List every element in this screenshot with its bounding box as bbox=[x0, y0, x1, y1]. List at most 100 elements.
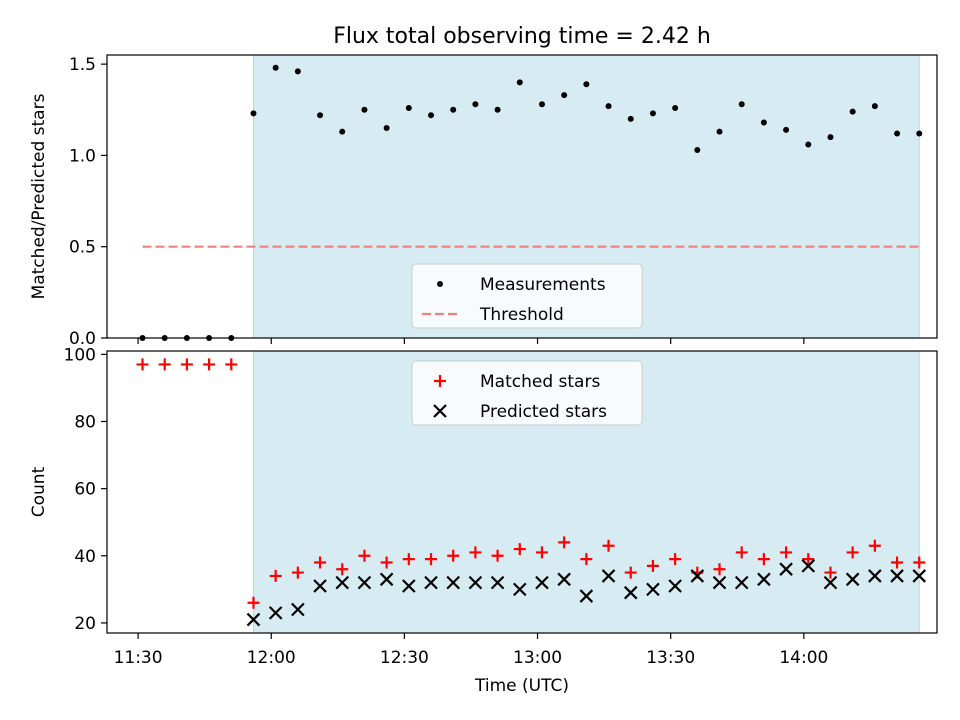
matched-stars-point bbox=[247, 596, 260, 609]
measurement-point bbox=[805, 141, 812, 148]
matched-stars-point bbox=[180, 358, 193, 371]
predicted-stars-point bbox=[490, 575, 505, 590]
ratio-panel: 0.0 0.5 1.0 1.5 Matched/Predicted stars Measu… bbox=[29, 54, 938, 349]
legend-box bbox=[411, 263, 643, 329]
x-tick-label: 11:30 bbox=[114, 648, 163, 668]
predicted-stars-point bbox=[646, 582, 660, 597]
x-tick-label: 12:30 bbox=[380, 648, 429, 668]
matched-stars-point bbox=[602, 539, 615, 552]
measurement-point bbox=[472, 101, 479, 108]
measurement-point bbox=[738, 101, 745, 108]
measurement-point bbox=[716, 128, 723, 135]
predicted-stars-point bbox=[601, 569, 616, 583]
matched-stars-point bbox=[646, 559, 659, 572]
measurement-point bbox=[294, 68, 301, 75]
legend: Measurements Threshold bbox=[411, 263, 643, 329]
axes-frame bbox=[106, 350, 938, 634]
matched-stars-point bbox=[846, 546, 859, 559]
matched-stars-point bbox=[291, 566, 304, 579]
matched-stars-point bbox=[158, 358, 171, 371]
legend-label: Predicted stars bbox=[480, 402, 607, 422]
x-axis-title: Time (UTC) bbox=[474, 676, 569, 696]
y-tick-label: 1.5 bbox=[69, 55, 96, 75]
measurement-point bbox=[583, 81, 590, 88]
predicted-stars-point bbox=[668, 579, 682, 593]
predicted-stars-point bbox=[912, 569, 927, 583]
matched-stars-point bbox=[358, 549, 371, 562]
x-tick-label: 13:00 bbox=[513, 648, 562, 668]
predicted-stars-point bbox=[402, 579, 416, 593]
predicted-stars-point bbox=[801, 559, 816, 573]
matched-stars-point bbox=[535, 546, 548, 559]
measurement-point bbox=[783, 126, 790, 133]
y-tick-label: 0.0 bbox=[69, 329, 96, 349]
measurement-point bbox=[494, 106, 501, 113]
y-tick-label: 40 bbox=[74, 547, 96, 567]
matched-stars-point bbox=[824, 566, 837, 579]
predicted-stars-point bbox=[712, 575, 727, 590]
legend-measurement-marker bbox=[437, 281, 443, 287]
measurement-point bbox=[760, 119, 767, 126]
x-tick-label: 14:00 bbox=[779, 648, 828, 668]
legend-matched-marker bbox=[434, 375, 446, 387]
legend-predicted-marker bbox=[433, 404, 447, 418]
measurement-point bbox=[361, 106, 368, 113]
axes-frame bbox=[106, 54, 938, 339]
chart-title: Flux total observing time = 2.42 h bbox=[333, 24, 711, 49]
matched-stars-point bbox=[624, 566, 637, 579]
matched-stars-point bbox=[735, 546, 748, 559]
legend-label: Threshold bbox=[479, 305, 564, 325]
measurement-point bbox=[916, 130, 923, 137]
legend-label: Measurements bbox=[480, 275, 606, 295]
predicted-stars-point bbox=[424, 575, 438, 590]
legend: Matched stars Predicted stars bbox=[411, 360, 643, 426]
matched-stars-point bbox=[580, 553, 593, 566]
measurement-point bbox=[672, 104, 679, 111]
legend-box bbox=[411, 360, 643, 426]
matched-stars-point bbox=[491, 549, 504, 562]
measurement-point bbox=[649, 110, 656, 117]
measurement-point bbox=[339, 128, 346, 135]
predicted-stars-point bbox=[535, 575, 549, 590]
matched-stars-point bbox=[314, 556, 327, 569]
measurement-point bbox=[871, 103, 878, 110]
y-tick-label: 80 bbox=[74, 413, 96, 433]
predicted-stars-point bbox=[268, 606, 283, 620]
measurement-point bbox=[450, 106, 457, 113]
predicted-stars-point bbox=[513, 582, 527, 597]
y-tick-label: 0.5 bbox=[69, 238, 96, 258]
y-axis-title: Count bbox=[29, 466, 49, 517]
matched-stars-point bbox=[913, 556, 926, 569]
measurement-point bbox=[605, 103, 612, 110]
matched-stars-point bbox=[669, 553, 682, 566]
predicted-stars-point bbox=[579, 589, 594, 603]
measurement-point bbox=[894, 130, 901, 137]
matched-stars-point bbox=[713, 563, 726, 576]
matched-stars-point bbox=[136, 358, 149, 371]
matched-stars-point bbox=[780, 546, 793, 559]
measurement-point bbox=[849, 108, 856, 115]
matched-stars-point bbox=[269, 569, 282, 582]
predicted-stars-point bbox=[779, 562, 793, 576]
measurement-point bbox=[405, 104, 412, 111]
matched-stars-point bbox=[402, 553, 415, 566]
predicted-stars-point bbox=[557, 572, 571, 587]
measurement-point bbox=[272, 64, 279, 71]
predicted-stars-point bbox=[757, 572, 771, 587]
matched-stars-point bbox=[225, 358, 238, 371]
predicted-stars-point bbox=[468, 575, 483, 590]
matched-stars-point bbox=[203, 358, 216, 371]
measurement-point bbox=[250, 110, 257, 117]
matched-stars-point bbox=[757, 553, 770, 566]
predicted-stars-point bbox=[734, 575, 749, 590]
x-tick-label: 13:30 bbox=[646, 648, 695, 668]
matched-stars-point bbox=[425, 553, 438, 566]
measurement-point bbox=[561, 92, 568, 99]
predicted-stars-point bbox=[823, 575, 838, 590]
predicted-stars-point bbox=[379, 572, 394, 587]
measurement-point bbox=[627, 115, 634, 122]
predicted-stars-point bbox=[623, 585, 638, 600]
measurement-point bbox=[694, 146, 701, 153]
matched-stars-point bbox=[802, 553, 815, 566]
